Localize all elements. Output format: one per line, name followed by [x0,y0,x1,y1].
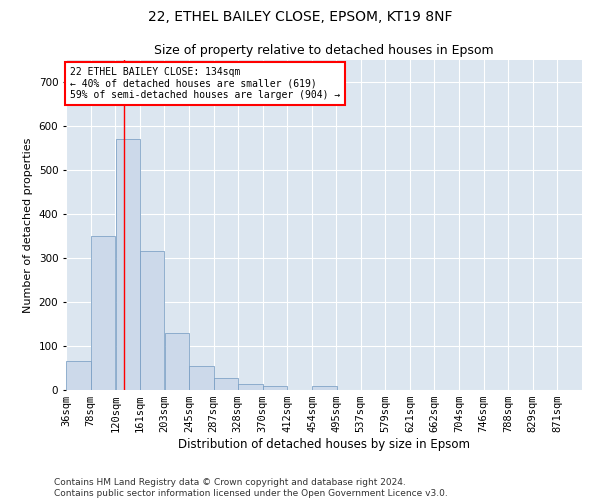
Bar [238,384,263,390]
X-axis label: Distribution of detached houses by size in Epsom: Distribution of detached houses by size … [178,438,470,451]
Bar [214,378,238,390]
Text: Contains HM Land Registry data © Crown copyright and database right 2024.
Contai: Contains HM Land Registry data © Crown c… [54,478,448,498]
Bar [263,386,287,390]
Y-axis label: Number of detached properties: Number of detached properties [23,138,33,312]
Bar [164,333,189,390]
Bar [140,252,164,390]
Bar [66,362,91,390]
Bar [189,366,214,390]
Bar [91,236,115,390]
Bar [312,386,337,390]
Bar [116,139,140,390]
Title: Size of property relative to detached houses in Epsom: Size of property relative to detached ho… [154,44,494,58]
Text: 22, ETHEL BAILEY CLOSE, EPSOM, KT19 8NF: 22, ETHEL BAILEY CLOSE, EPSOM, KT19 8NF [148,10,452,24]
Text: 22 ETHEL BAILEY CLOSE: 134sqm
← 40% of detached houses are smaller (619)
59% of : 22 ETHEL BAILEY CLOSE: 134sqm ← 40% of d… [70,66,340,100]
